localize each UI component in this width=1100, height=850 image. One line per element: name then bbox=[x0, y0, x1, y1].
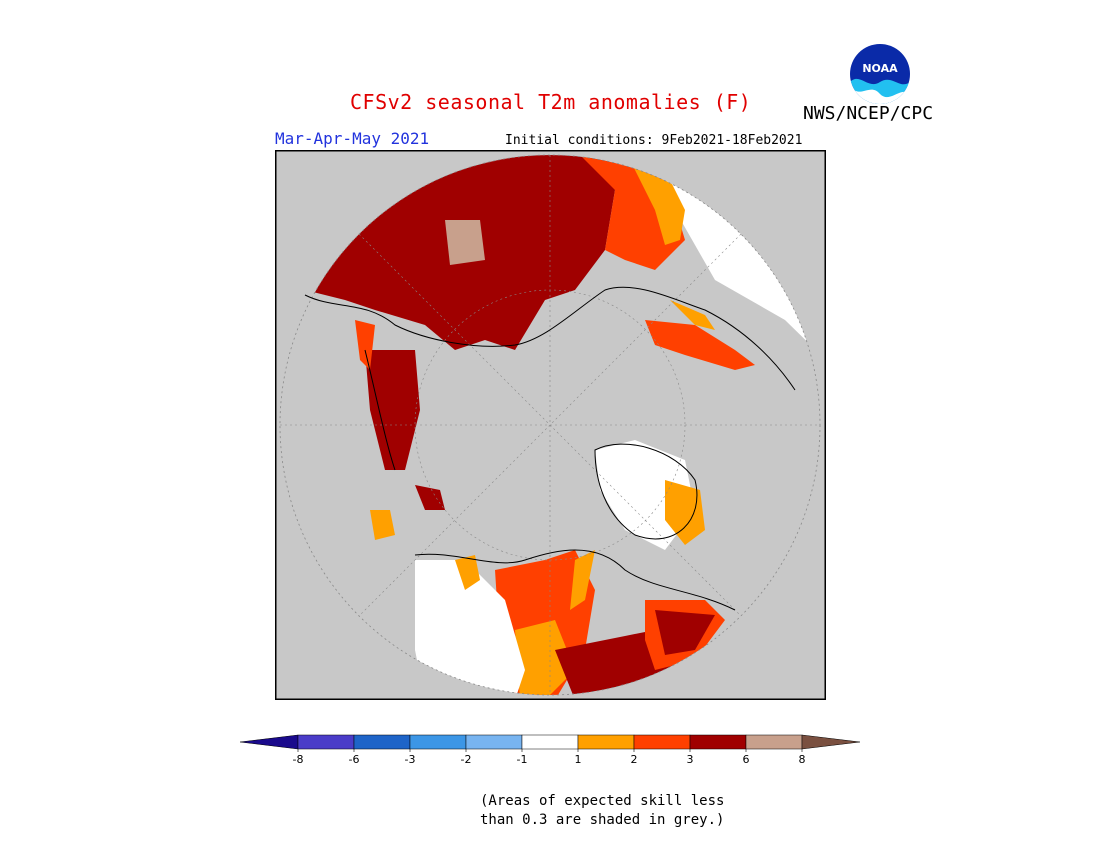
skill-note-line1: (Areas of expected skill less bbox=[480, 793, 725, 809]
legend-bin-1 bbox=[297, 734, 355, 750]
legend-bin-5 bbox=[521, 734, 579, 750]
legend-tick-label: -2 bbox=[461, 753, 472, 766]
legend-tick-label: 2 bbox=[631, 753, 638, 766]
initial-conditions-label: Initial conditions: 9Feb2021-18Feb2021 bbox=[505, 133, 803, 148]
legend-tick-label: 6 bbox=[743, 753, 750, 766]
legend-bin-6 bbox=[577, 734, 635, 750]
legend-bin-2 bbox=[353, 734, 411, 750]
legend-bin-4 bbox=[465, 734, 523, 750]
season-label: Mar-Apr-May 2021 bbox=[275, 129, 430, 148]
legend-bin-7 bbox=[633, 734, 691, 750]
polar-anomaly-map bbox=[275, 150, 826, 700]
color-legend: -8 -6 -3 -2 -1 1 2 3 6 8 bbox=[239, 734, 861, 766]
legend-bin-3 bbox=[409, 734, 467, 750]
legend-bin-9 bbox=[745, 734, 803, 750]
legend-tick-label: 3 bbox=[687, 753, 694, 766]
svg-text:NOAA: NOAA bbox=[862, 62, 898, 75]
legend-tick-label: -6 bbox=[349, 753, 360, 766]
legend-bin-8 bbox=[689, 734, 747, 750]
legend-tick-label: 8 bbox=[799, 753, 806, 766]
skill-note: (Areas of expected skill less than 0.3 a… bbox=[480, 792, 724, 830]
skill-note-line2: than 0.3 are shaded in grey.) bbox=[480, 812, 725, 828]
organization-label: NWS/NCEP/CPC bbox=[803, 103, 934, 124]
map-title: CFSv2 seasonal T2m anomalies (F) bbox=[350, 90, 752, 114]
legend-bin-0 bbox=[239, 734, 299, 750]
legend-bin-10 bbox=[801, 734, 861, 750]
noaa-logo: NOAA bbox=[849, 43, 911, 105]
legend-tick-label: -3 bbox=[405, 753, 416, 766]
legend-tick-label: 1 bbox=[575, 753, 582, 766]
legend-tick-label: -1 bbox=[517, 753, 528, 766]
legend-tick-label: -8 bbox=[293, 753, 304, 766]
